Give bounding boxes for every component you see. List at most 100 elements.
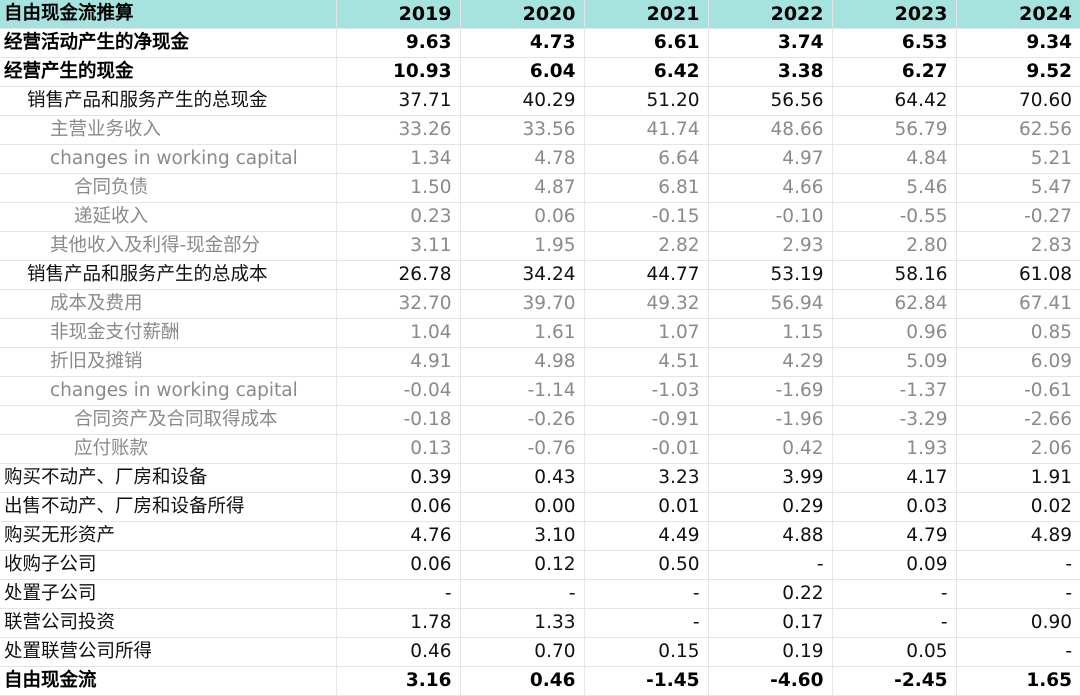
value-cell: -0.61 bbox=[955, 376, 1080, 407]
table-header-row: 自由现金流推算 2019 2020 2021 2022 2023 2024 bbox=[0, 0, 1080, 30]
value-cell: 1.07 bbox=[583, 318, 708, 349]
value-cell: 3.23 bbox=[583, 463, 708, 494]
value-cell: 0.46 bbox=[459, 666, 584, 696]
value-cell: - bbox=[335, 579, 460, 610]
value-cell: 6.81 bbox=[583, 173, 708, 204]
value-cell: 0.06 bbox=[335, 492, 460, 523]
value-cell: 1.04 bbox=[335, 318, 460, 349]
value-cell: -4.60 bbox=[707, 666, 832, 696]
row-label: 递延收入 bbox=[0, 202, 336, 233]
value-cell: 0.96 bbox=[831, 318, 956, 349]
table-row: 处置子公司 - - -0.22- - bbox=[0, 579, 1080, 610]
table-title: 自由现金流推算 bbox=[0, 0, 336, 30]
row-label: 处置子公司 bbox=[0, 579, 336, 610]
value-cell: 56.56 bbox=[707, 86, 832, 117]
value-cell: 1.95 bbox=[459, 231, 584, 262]
value-cell: -1.14 bbox=[459, 376, 584, 407]
year-header: 2023 bbox=[831, 0, 956, 30]
table-row: 经营活动产生的净现金 9.63 4.73 6.61 3.74 6.53 9.34 bbox=[0, 28, 1080, 59]
value-cell: 5.47 bbox=[955, 173, 1080, 204]
value-cell: 1.50 bbox=[335, 173, 460, 204]
table-row: 购买无形资产 4.76 3.10 4.49 4.88 4.79 4.89 bbox=[0, 521, 1080, 552]
value-cell: 4.78 bbox=[459, 144, 584, 175]
table-row: 销售产品和服务产生的总成本 26.78 34.24 44.77 53.19 58.16 61… bbox=[0, 260, 1080, 291]
value-cell: 2.80 bbox=[831, 231, 956, 262]
value-cell: -2.66 bbox=[955, 405, 1080, 436]
value-cell: 51.20 bbox=[583, 86, 708, 117]
table-row: 合同资产及合同取得成本 -0.18 -0.26 -0.91 -1.96 -3.29 -2.6… bbox=[0, 405, 1080, 436]
value-cell: 2.82 bbox=[583, 231, 708, 262]
row-label: changes in working capital bbox=[0, 376, 336, 407]
row-label: 销售产品和服务产生的总现金 bbox=[0, 86, 336, 117]
value-cell: -0.18 bbox=[335, 405, 460, 436]
table-row: 成本及费用 32.70 39.70 49.32 56.94 62.84 67.41 bbox=[0, 289, 1080, 320]
value-cell: 0.13 bbox=[335, 434, 460, 465]
row-label: 销售产品和服务产生的总成本 bbox=[0, 260, 336, 291]
table-row: 主营业务收入 33.26 33.56 41.74 48.66 56.79 62.56 bbox=[0, 115, 1080, 146]
value-cell: 1.15 bbox=[707, 318, 832, 349]
value-cell: - bbox=[707, 550, 832, 581]
value-cell: -0.26 bbox=[459, 405, 584, 436]
value-cell: 0.15 bbox=[583, 637, 708, 668]
value-cell: 4.89 bbox=[955, 521, 1080, 552]
value-cell: -1.37 bbox=[831, 376, 956, 407]
value-cell: 6.04 bbox=[459, 57, 584, 88]
value-cell: 4.29 bbox=[707, 347, 832, 378]
value-cell: 3.10 bbox=[459, 521, 584, 552]
value-cell: 0.90 bbox=[955, 608, 1080, 639]
value-cell: 3.16 bbox=[335, 666, 460, 696]
value-cell: -0.04 bbox=[335, 376, 460, 407]
value-cell: 4.97 bbox=[707, 144, 832, 175]
value-cell: 4.79 bbox=[831, 521, 956, 552]
value-cell: 1.93 bbox=[831, 434, 956, 465]
value-cell: 3.11 bbox=[335, 231, 460, 262]
value-cell: 33.26 bbox=[335, 115, 460, 146]
value-cell: 4.17 bbox=[831, 463, 956, 494]
value-cell: -0.91 bbox=[583, 405, 708, 436]
value-cell: -1.03 bbox=[583, 376, 708, 407]
value-cell: 0.46 bbox=[335, 637, 460, 668]
value-cell: -0.76 bbox=[459, 434, 584, 465]
row-label: 购买无形资产 bbox=[0, 521, 336, 552]
value-cell: 0.05 bbox=[831, 637, 956, 668]
value-cell: 4.66 bbox=[707, 173, 832, 204]
value-cell: 5.46 bbox=[831, 173, 956, 204]
value-cell: -1.96 bbox=[707, 405, 832, 436]
value-cell: 0.85 bbox=[955, 318, 1080, 349]
value-cell: - bbox=[955, 637, 1080, 668]
row-label: 非现金支付薪酬 bbox=[0, 318, 336, 349]
value-cell: 4.49 bbox=[583, 521, 708, 552]
value-cell: - bbox=[955, 550, 1080, 581]
value-cell: 2.83 bbox=[955, 231, 1080, 262]
table-row: 销售产品和服务产生的总现金 37.71 40.29 51.20 56.56 64.42 70… bbox=[0, 86, 1080, 117]
value-cell: -0.15 bbox=[583, 202, 708, 233]
row-label: 处置联营公司所得 bbox=[0, 637, 336, 668]
row-label: 出售不动产、厂房和设备所得 bbox=[0, 492, 336, 523]
row-label: 联营公司投资 bbox=[0, 608, 336, 639]
value-cell: 3.74 bbox=[707, 28, 832, 59]
value-cell: 33.56 bbox=[459, 115, 584, 146]
row-label: 应付账款 bbox=[0, 434, 336, 465]
value-cell: 9.63 bbox=[335, 28, 460, 59]
value-cell: 4.84 bbox=[831, 144, 956, 175]
value-cell: 1.65 bbox=[955, 666, 1080, 696]
value-cell: 4.73 bbox=[459, 28, 584, 59]
table-row: 应付账款 0.13 -0.76 -0.01 0.42 1.93 2.06 bbox=[0, 434, 1080, 465]
value-cell: -0.01 bbox=[583, 434, 708, 465]
value-cell: 3.38 bbox=[707, 57, 832, 88]
year-header: 2020 bbox=[459, 0, 584, 30]
value-cell: 10.93 bbox=[335, 57, 460, 88]
value-cell: 0.19 bbox=[707, 637, 832, 668]
row-label: 折旧及摊销 bbox=[0, 347, 336, 378]
table-row: 经营产生的现金 10.93 6.04 6.42 3.38 6.27 9.52 bbox=[0, 57, 1080, 88]
value-cell: 0.17 bbox=[707, 608, 832, 639]
value-cell: 0.02 bbox=[955, 492, 1080, 523]
value-cell: -3.29 bbox=[831, 405, 956, 436]
row-label: 经营产生的现金 bbox=[0, 57, 336, 88]
value-cell: 67.41 bbox=[955, 289, 1080, 320]
value-cell: 41.74 bbox=[583, 115, 708, 146]
value-cell: 4.76 bbox=[335, 521, 460, 552]
value-cell: 64.42 bbox=[831, 86, 956, 117]
value-cell: 39.70 bbox=[459, 289, 584, 320]
